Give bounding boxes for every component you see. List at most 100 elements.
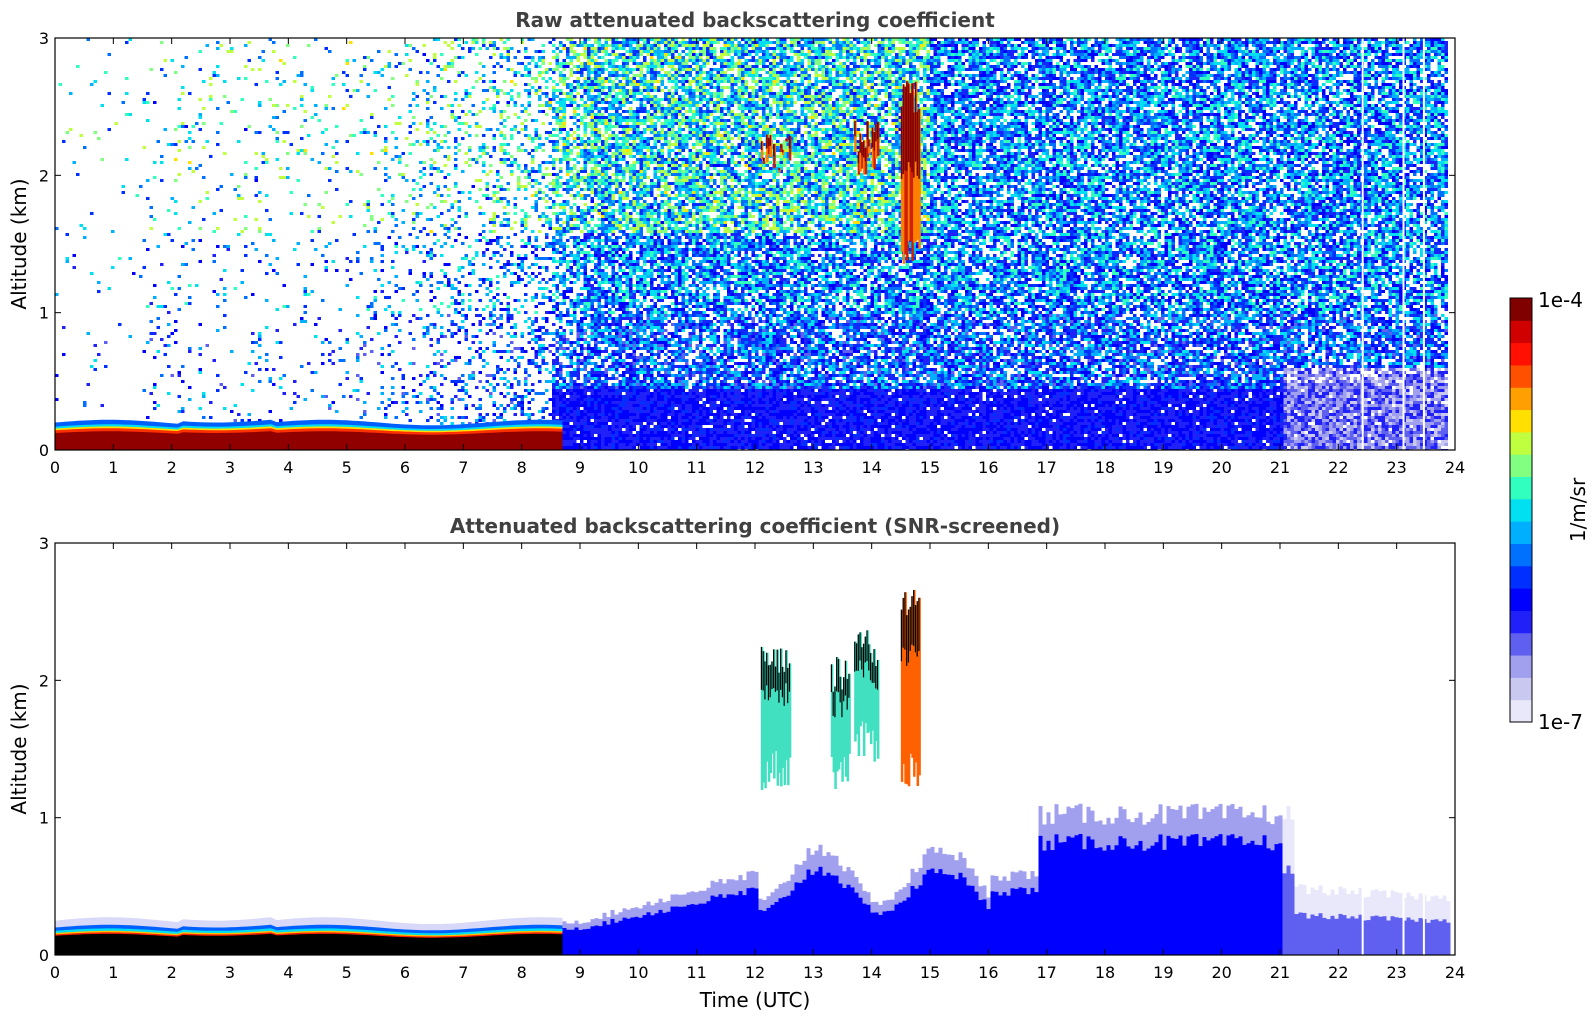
- x-tick-label: 18: [1095, 458, 1115, 477]
- cloud-column: [769, 664, 773, 774]
- x-tick-label: 17: [1036, 963, 1056, 982]
- aerosol-core: [1194, 834, 1199, 955]
- x-tick-label: 2: [167, 458, 177, 477]
- cloud-column: [764, 661, 767, 789]
- cloud-column: [841, 689, 844, 782]
- aerosol-core: [798, 882, 803, 955]
- aerosol-core: [1150, 845, 1155, 955]
- cloud-top-edge: [913, 590, 915, 647]
- y-tick-label: 0: [39, 946, 49, 965]
- aerosol-core: [1066, 836, 1071, 955]
- aerosol-core: [1386, 920, 1391, 955]
- aerosol-core: [942, 874, 947, 955]
- aerosol-core: [1042, 850, 1047, 955]
- cloud-top-edge: [788, 663, 791, 692]
- cloud-column: [836, 657, 839, 772]
- x-tick-label: 10: [628, 458, 648, 477]
- x-tick-label: 11: [686, 963, 706, 982]
- cloud-column: [907, 609, 911, 787]
- x-tick-label: 8: [517, 458, 527, 477]
- colorbar-band: [1510, 610, 1532, 634]
- cloud-top-edge: [785, 650, 787, 684]
- cloud-column: [846, 678, 850, 782]
- data-gap-line: [1402, 543, 1405, 955]
- cloud-core: [918, 108, 920, 179]
- aerosol-core: [1034, 892, 1039, 955]
- x-tick-label: 8: [517, 963, 527, 982]
- cloud-column: [866, 630, 869, 734]
- aerosol-core: [1434, 919, 1439, 955]
- aerosol-core: [1070, 837, 1075, 955]
- cloud-core: [862, 140, 865, 158]
- cloud-top-edge: [832, 691, 834, 716]
- colorbar-band: [1510, 521, 1532, 544]
- x-tick-label: 15: [920, 963, 940, 982]
- backscatter-noise-cells: [65, 38, 930, 233]
- aerosol-core: [1342, 915, 1347, 955]
- x-tick-label: 9: [575, 458, 585, 477]
- cloud-top-edge: [869, 652, 872, 681]
- aerosol-core: [1270, 850, 1275, 955]
- aerosol-core: [850, 887, 855, 955]
- cloud-core: [875, 124, 877, 142]
- x-tick-label: 13: [803, 963, 823, 982]
- aerosol-core: [890, 910, 895, 955]
- cloud-top-edge: [771, 661, 773, 690]
- cloud-top-edge: [900, 609, 903, 662]
- aerosol-core: [594, 925, 599, 955]
- aerosol-core: [1394, 917, 1399, 955]
- aerosol-core: [722, 897, 727, 955]
- cloud-column: [776, 649, 780, 786]
- cloud-column: [861, 647, 864, 722]
- cloud-column: [787, 668, 790, 786]
- backscatter-noise-cells: [69, 314, 1448, 450]
- aerosol-core: [794, 882, 799, 955]
- aerosol-core: [1378, 916, 1383, 955]
- aerosol-core: [1330, 915, 1335, 955]
- aerosol-core: [754, 888, 759, 955]
- cloud-top-edge: [767, 665, 770, 701]
- colorbar-band: [1510, 454, 1532, 478]
- aerosol-core: [790, 890, 795, 955]
- aerosol-core: [834, 875, 839, 955]
- cloud-column: [900, 609, 904, 782]
- x-tick-label: 0: [50, 963, 60, 982]
- aerosol-core: [830, 875, 835, 955]
- aerosol-core: [966, 885, 971, 955]
- x-tick-label: 19: [1153, 963, 1173, 982]
- cloud-core: [785, 138, 787, 141]
- aerosol-core: [726, 894, 731, 955]
- cloud-core: [780, 144, 782, 149]
- x-tick-label: 2: [167, 963, 177, 982]
- aerosol-core: [986, 909, 991, 955]
- aerosol-core: [866, 904, 871, 955]
- x-tick-label: 20: [1211, 458, 1231, 477]
- cloud-core: [766, 134, 768, 149]
- data-gap-line: [1361, 38, 1364, 450]
- aerosol-core: [846, 884, 851, 955]
- aerosol-core: [770, 904, 775, 955]
- raw-panel-title: Raw attenuated backscattering coefficien…: [515, 8, 995, 32]
- aerosol-core: [818, 866, 823, 955]
- aerosol-core: [666, 911, 671, 955]
- aerosol-core: [870, 912, 875, 955]
- cloud-core: [788, 135, 791, 149]
- cloud-core: [769, 135, 772, 147]
- cloud-core: [876, 121, 879, 139]
- aerosol-core: [1074, 835, 1079, 955]
- aerosol-core: [1186, 836, 1191, 955]
- colorbar-band: [1510, 588, 1532, 611]
- colorbar-band: [1510, 431, 1532, 455]
- x-tick-label: 22: [1328, 458, 1348, 477]
- colorbar-unit-label: 1/m/sr: [1566, 477, 1590, 542]
- cloud-top-edge: [902, 597, 904, 648]
- aerosol-core: [766, 907, 771, 955]
- snr-panel-title: Attenuated backscattering coefficient (S…: [450, 514, 1060, 538]
- aerosol-core: [650, 915, 655, 955]
- cloud-column: [844, 660, 848, 777]
- x-tick-label: 20: [1211, 963, 1231, 982]
- colorbar-band: [1510, 677, 1532, 701]
- cloud-column: [855, 643, 859, 735]
- cloud-column: [767, 137, 771, 155]
